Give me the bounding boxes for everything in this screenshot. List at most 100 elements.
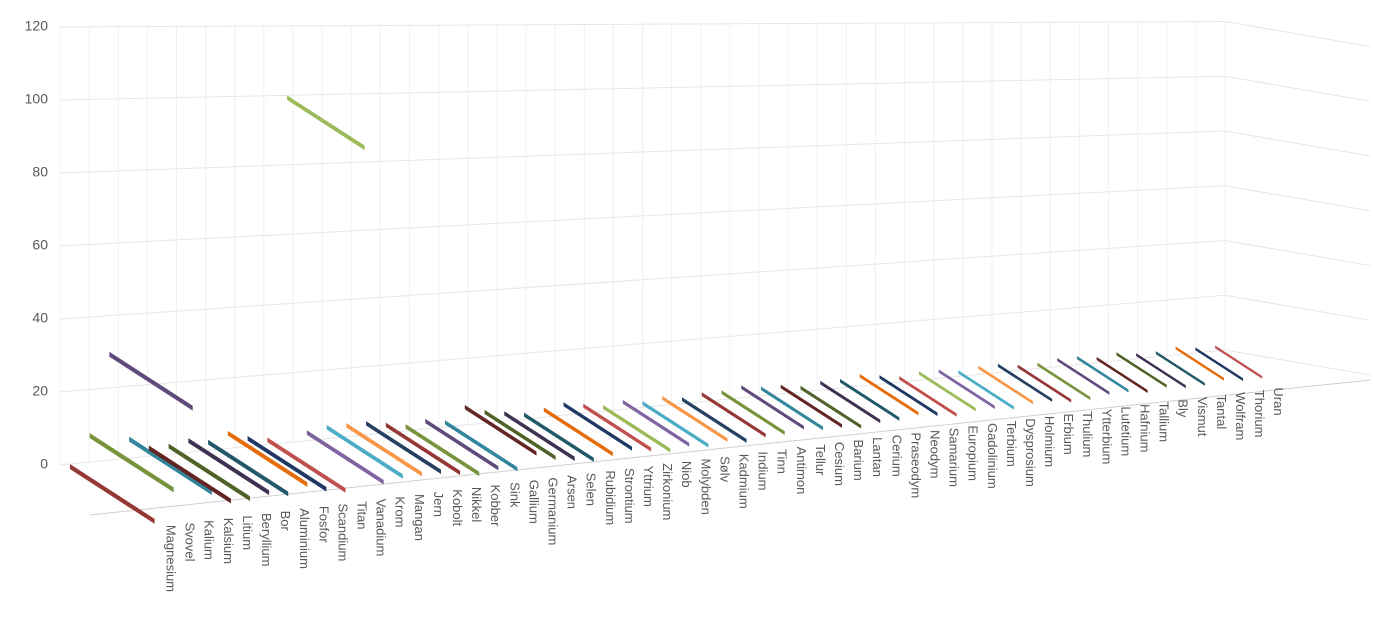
ribbon [208, 439, 289, 497]
x-tick-label: Cerium [889, 435, 904, 477]
x-tick-label: Lutetium [1118, 406, 1133, 456]
ribbon [148, 445, 231, 504]
ribbon [1116, 352, 1167, 388]
ribbon [839, 378, 900, 421]
x-tick-label: Indium [756, 451, 771, 490]
grid-line [1224, 185, 1371, 212]
ribbon [820, 380, 881, 424]
ribbon [918, 371, 976, 412]
ribbon [603, 404, 671, 453]
ribbon [1096, 356, 1148, 393]
x-tick-label: Uran [1271, 387, 1286, 415]
x-tick-label: Praseodym [908, 432, 923, 498]
y-tick-label: 100 [25, 91, 49, 107]
ribbon [1037, 362, 1091, 401]
x-tick-label: Gallium [526, 480, 541, 524]
ribbon [227, 430, 308, 487]
ribbon [583, 403, 652, 452]
ribbon [701, 392, 766, 438]
axis-line [89, 379, 1371, 516]
ribbon [1215, 345, 1263, 379]
x-tick-label: Antimon [794, 447, 809, 495]
ribbon [366, 421, 442, 475]
ribbon [425, 418, 499, 471]
ribbon [741, 385, 804, 430]
ribbon [1136, 353, 1186, 389]
x-tick-label: Bor [278, 511, 293, 532]
ribbon [760, 386, 823, 431]
ribbon [168, 443, 251, 502]
x-tick-label: Thorium [1252, 390, 1267, 438]
y-tick-label: 80 [32, 164, 48, 180]
x-tick-label: Beryllium [259, 513, 274, 566]
ribbon [721, 390, 785, 435]
x-tick-label: Molybden [698, 458, 713, 514]
x-tick-label: Rubidium [603, 470, 618, 525]
ribbon [938, 369, 995, 410]
ribbon [188, 438, 270, 496]
x-tick-label: Kobber [488, 485, 503, 528]
x-tick-label: Hafnium [1138, 404, 1153, 452]
y-tick-label: 40 [32, 310, 48, 326]
ribbon [622, 399, 690, 447]
ribbon [879, 375, 938, 417]
grid-line [1224, 349, 1371, 376]
y-tick-label: 20 [32, 383, 48, 399]
grid-line [1224, 130, 1371, 157]
x-tick-label: Fosfor [316, 506, 331, 544]
ribbon [89, 433, 174, 493]
ribbon [464, 405, 537, 456]
ribbon [1057, 357, 1110, 395]
x-tick-label: Tinn [775, 449, 790, 474]
x-tick-label: Vanadium [374, 499, 389, 557]
ribbon [800, 385, 862, 429]
ribbon [346, 423, 422, 477]
ribbon [978, 365, 1034, 405]
x-tick-label: Kadmium [736, 454, 751, 509]
y-tick-label: 120 [25, 18, 49, 34]
x-tick-label: Zirkonium [660, 463, 675, 520]
ribbon [504, 411, 575, 461]
x-tick-label: Sølv [717, 456, 732, 483]
ribbon [859, 373, 919, 416]
x-tick-label: Tantal [1214, 395, 1229, 430]
x-tick-label: Erbium [1061, 413, 1076, 454]
x-tick-label: Barium [851, 440, 866, 481]
x-tick-label: Dysprosium [1023, 418, 1038, 487]
x-tick-label: Kalium [202, 520, 217, 560]
ribbon [287, 95, 365, 151]
x-tick-label: Cesium [832, 442, 847, 486]
x-tick-label: Bly [1176, 399, 1191, 418]
x-tick-label: Lantan [870, 437, 885, 477]
ribbon [109, 351, 193, 411]
ribbon [405, 424, 480, 477]
ribbon [1195, 347, 1244, 382]
ribbon [524, 412, 594, 462]
ribbon [69, 464, 155, 524]
x-tick-label: Strontium [622, 468, 637, 524]
ribbon [681, 397, 747, 443]
ribbon [543, 407, 613, 457]
grid-line [1224, 75, 1371, 102]
ribbon [129, 436, 212, 496]
ribbon [642, 401, 709, 448]
x-tick-label: Germanium [545, 477, 560, 545]
grid-line [1224, 240, 1371, 266]
ribbon [1076, 356, 1129, 393]
x-tick-label: Terbium [1004, 421, 1019, 467]
y-tick-label: 0 [40, 456, 48, 472]
x-tick-label: Europium [966, 425, 981, 481]
x-tick-label: Titan [355, 501, 370, 529]
x-tick-label: Yttrium [641, 466, 656, 507]
x-tick-label: Niob [679, 461, 694, 488]
ribbon [899, 376, 957, 417]
x-tick-label: Magnesium [164, 525, 179, 592]
ribbon [997, 363, 1053, 402]
ribbon [958, 370, 1014, 410]
x-tick-label: Kalsium [221, 518, 236, 564]
x-tick-label: Samarium [947, 428, 962, 487]
ribbon [267, 437, 346, 493]
ribbon [1175, 346, 1225, 381]
ribbon [445, 420, 518, 472]
